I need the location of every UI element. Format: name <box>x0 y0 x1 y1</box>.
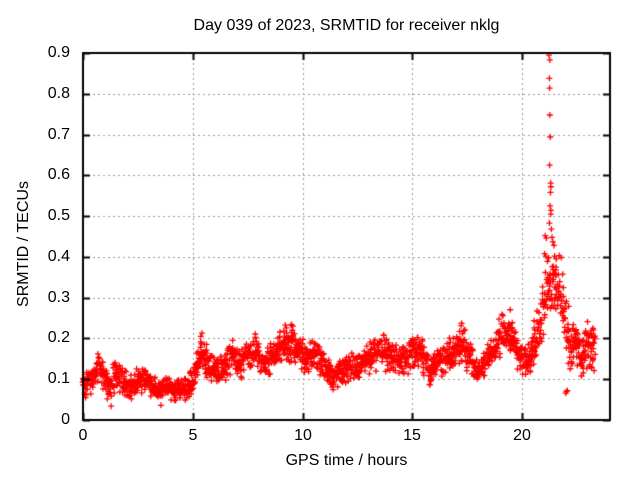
x-tick-label-10: 10 <box>294 427 312 444</box>
chart-title: Day 039 of 2023, SRMTID for receiver nkl… <box>193 17 500 34</box>
x-tick-label-0: 0 <box>78 427 88 444</box>
x-tick-label-15: 15 <box>403 427 421 444</box>
y-tick-label-0.3: 0.3 <box>47 289 70 306</box>
y-tick-label-0.6: 0.6 <box>47 166 70 183</box>
x-tick-label-20: 20 <box>513 427 531 444</box>
y-tick-label-0.4: 0.4 <box>47 248 70 265</box>
y-tick-label-0: 0 <box>61 411 70 428</box>
x-tick-label-5: 5 <box>188 427 198 444</box>
y-tick-label-0.5: 0.5 <box>47 207 70 224</box>
y-tick-label-0.1: 0.1 <box>47 370 70 387</box>
y-tick-label-0.7: 0.7 <box>47 126 70 143</box>
x-axis-label: GPS time / hours <box>285 452 408 469</box>
y-tick-label-0.8: 0.8 <box>47 85 70 102</box>
y-tick-label-0.9: 0.9 <box>47 44 70 61</box>
y-tick-label-0.2: 0.2 <box>47 329 70 346</box>
